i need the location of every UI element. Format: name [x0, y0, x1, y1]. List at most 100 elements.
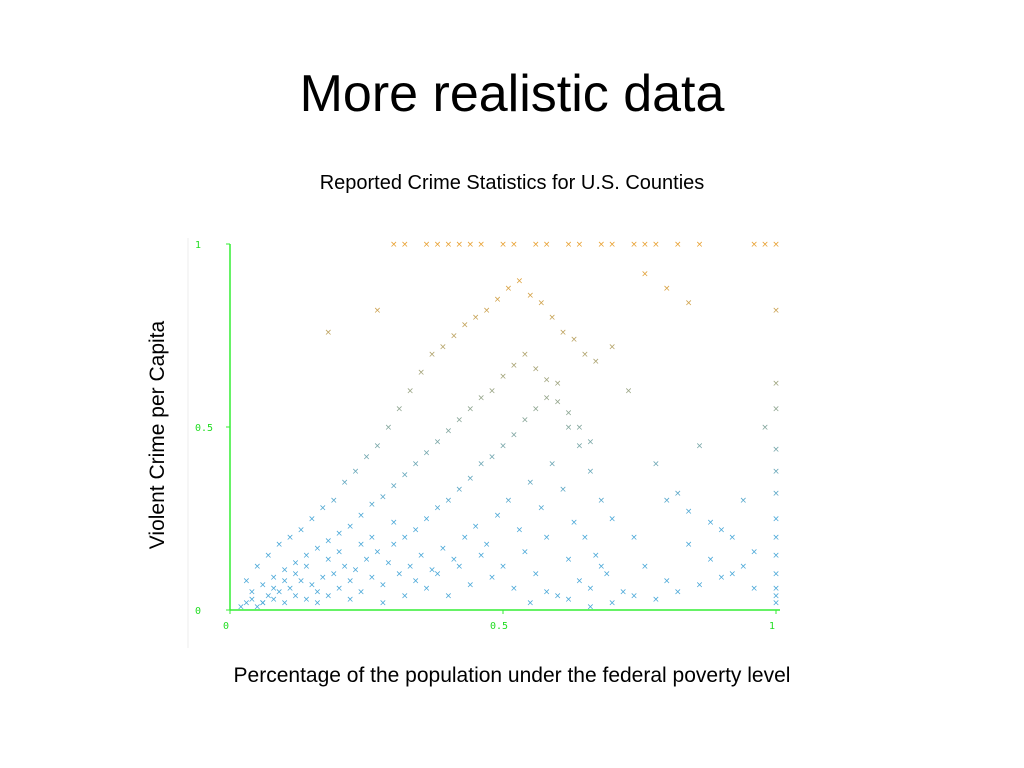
scatter-point: × [499, 441, 507, 451]
scatter-point: × [516, 277, 524, 287]
scatter-point: × [696, 580, 704, 590]
scatter-point: × [772, 599, 780, 609]
scatter-point: × [674, 240, 682, 250]
scatter-point: × [521, 547, 529, 557]
scatter-point: × [281, 566, 289, 576]
scatter-point: × [319, 573, 327, 583]
scatter-point: × [357, 588, 365, 598]
scatter-point: × [325, 591, 333, 601]
scatter-point: × [543, 588, 551, 598]
scatter-point: × [576, 423, 584, 433]
scatter-point: × [772, 306, 780, 316]
scatter-point: × [254, 602, 262, 612]
scatter-point: × [341, 562, 349, 572]
plot-background [187, 238, 787, 648]
scatter-point: × [510, 361, 518, 371]
scatter-point: × [483, 306, 491, 316]
scatter-point: × [532, 569, 540, 579]
scatter-point: × [718, 573, 726, 583]
scatter-point: × [439, 342, 447, 352]
scatter-point: × [461, 533, 469, 543]
scatter-point: × [608, 342, 616, 352]
scatter-point: × [587, 467, 595, 477]
scatter-point: × [532, 240, 540, 250]
scatter-point: × [494, 295, 502, 305]
scatter-point: × [428, 566, 436, 576]
scatter-point: × [750, 240, 758, 250]
scatter-point: × [570, 518, 578, 528]
scatter-point: × [527, 599, 535, 609]
scatter-point: × [685, 540, 693, 550]
scatter-point: × [401, 240, 409, 250]
scatter-point: × [565, 555, 573, 565]
scatter-point: × [259, 599, 267, 609]
x-axis-label: Percentage of the population under the f… [233, 664, 791, 687]
scatter-point: × [516, 525, 524, 535]
scatter-point: × [510, 430, 518, 440]
scatter-point: × [537, 504, 545, 514]
scatter-point: × [466, 580, 474, 590]
x-tick-label: 0.5 [490, 621, 508, 632]
scatter-point: × [357, 540, 365, 550]
scatter-point: × [472, 313, 480, 323]
scatter-point: × [308, 515, 316, 525]
scatter-point: × [543, 375, 551, 385]
chart-title: Reported Crime Statistics for U.S. Count… [319, 172, 705, 194]
y-tick-label: 0 [195, 606, 201, 617]
scatter-point: × [598, 496, 606, 506]
scatter-point: × [423, 584, 431, 594]
scatter-point: × [477, 240, 485, 250]
scatter-point: × [510, 584, 518, 594]
scatter-point: × [385, 558, 393, 568]
scatter-point: × [696, 240, 704, 250]
scatter-point: × [286, 533, 294, 543]
scatter-point: × [772, 591, 780, 601]
scatter-point: × [286, 584, 294, 594]
scatter-point: × [330, 569, 338, 579]
scatter-point: × [450, 332, 458, 342]
scatter-point: × [374, 306, 382, 316]
scatter-point: × [363, 555, 371, 565]
scatter-point: × [423, 515, 431, 525]
scatter-point: × [652, 240, 660, 250]
scatter-point: × [739, 562, 747, 572]
scatter-point: × [314, 588, 322, 598]
scatter-point: × [390, 540, 398, 550]
scatter-point: × [499, 372, 507, 382]
scatter-point: × [423, 240, 431, 250]
scatter-point: × [603, 569, 611, 579]
scatter-point: × [641, 240, 649, 250]
scatter-point: × [576, 577, 584, 587]
scatter-point: × [243, 577, 251, 587]
scatter-point: × [488, 386, 496, 396]
scatter-point: × [275, 588, 283, 598]
scatter-point: × [374, 547, 382, 557]
scatter-point: × [576, 240, 584, 250]
scatter-point: × [527, 291, 535, 301]
scatter-point: × [598, 562, 606, 572]
scatter-point: × [412, 460, 420, 470]
scatter-point: × [527, 478, 535, 488]
scatter-point: × [434, 240, 442, 250]
scatter-point: × [641, 269, 649, 279]
scatter-point: × [652, 460, 660, 470]
scatter-point: × [270, 584, 278, 594]
scatter-point: × [303, 551, 311, 561]
scatter-point: × [445, 591, 453, 601]
scatter-point: × [314, 599, 322, 609]
scatter-point: × [264, 551, 272, 561]
scatter-point: × [335, 529, 343, 539]
scatter-point: × [445, 427, 453, 437]
scatter-point: × [292, 569, 300, 579]
scatter-point: × [772, 533, 780, 543]
scatter-point: × [341, 478, 349, 488]
scatter-point: × [466, 240, 474, 250]
scatter-point: × [663, 496, 671, 506]
y-axis-label: Violent Crime per Capita [146, 320, 169, 550]
scatter-point: × [395, 405, 403, 415]
scatter-point: × [264, 591, 272, 601]
scatter-point: × [772, 489, 780, 499]
scatter-point: × [477, 460, 485, 470]
scatter-point: × [363, 452, 371, 462]
scatter-point: × [761, 423, 769, 433]
